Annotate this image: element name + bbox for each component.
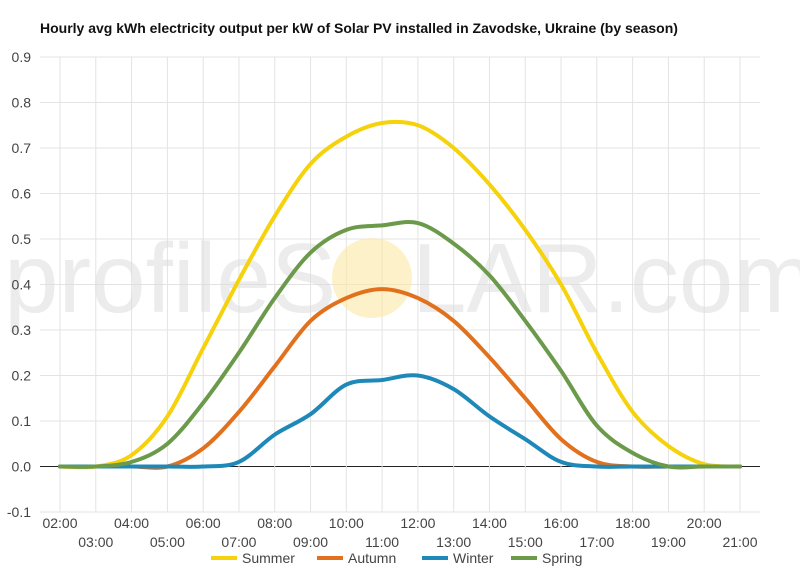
watermark-text-left: profileS — [4, 223, 336, 333]
x-tick-label: 05:00 — [150, 534, 185, 550]
x-tick-label: 04:00 — [114, 515, 149, 531]
x-tick-label: 15:00 — [508, 534, 543, 550]
legend-item-summer[interactable]: Summer — [211, 550, 295, 566]
y-tick-label: 0.6 — [12, 186, 32, 202]
series-line-spring — [58, 219, 742, 470]
y-axis-ticks: -0.1 0.0 0.1 0.2 0.3 0.4 0.5 0.6 0.7 0.8 0.9 — [7, 49, 31, 520]
y-tick-label: 0.2 — [12, 368, 32, 384]
legend-label: Winter — [453, 550, 494, 566]
x-tick-label: 11:00 — [365, 534, 399, 550]
y-tick-label: 0.4 — [12, 277, 32, 293]
series-line-winter — [58, 373, 742, 469]
x-tick-label: 16:00 — [544, 515, 579, 531]
x-tick-label: 14:00 — [472, 515, 507, 531]
x-tick-label: 08:00 — [257, 515, 292, 531]
watermark: profileS LAR.com — [4, 223, 800, 333]
chart-title: Hourly avg kWh electricity output per kW… — [40, 20, 678, 36]
y-tick-label: -0.1 — [7, 504, 31, 520]
series-line-summer — [58, 119, 742, 470]
y-tick-label: 0.1 — [12, 413, 32, 429]
x-tick-label: 13:00 — [436, 534, 471, 550]
watermark-text-right: LAR.com — [412, 223, 800, 333]
legend: Summer Autumn Winter Spring — [211, 550, 582, 566]
x-tick-label: 10:00 — [329, 515, 364, 531]
x-tick-label: 19:00 — [651, 534, 686, 550]
series-lines — [58, 119, 742, 470]
legend-label: Summer — [242, 550, 295, 566]
x-tick-label: 09:00 — [293, 534, 328, 550]
x-tick-label: 12:00 — [400, 515, 435, 531]
x-axis-ticks: 02:00 04:00 06:00 08:00 10:00 12:00 14:00 16:00… — [42, 515, 757, 550]
x-tick-label: 02:00 — [42, 515, 77, 531]
y-tick-label: 0.7 — [12, 140, 32, 156]
y-tick-label: 0.5 — [12, 231, 32, 247]
y-tick-label: 0.8 — [12, 95, 32, 111]
x-tick-label: 20:00 — [687, 515, 722, 531]
watermark-sun-icon — [332, 238, 412, 318]
legend-item-spring[interactable]: Spring — [511, 550, 582, 566]
x-tick-label: 17:00 — [579, 534, 614, 550]
x-tick-label: 21:00 — [722, 534, 757, 550]
legend-item-autumn[interactable]: Autumn — [317, 550, 396, 566]
legend-label: Spring — [542, 550, 582, 566]
y-tick-label: 0.9 — [12, 49, 32, 65]
y-tick-label: 0.0 — [12, 459, 32, 475]
y-tick-label: 0.3 — [12, 322, 32, 338]
x-tick-label: 07:00 — [221, 534, 256, 550]
x-tick-label: 18:00 — [615, 515, 650, 531]
legend-label: Autumn — [348, 550, 396, 566]
x-tick-label: 03:00 — [78, 534, 113, 550]
legend-item-winter[interactable]: Winter — [422, 550, 494, 566]
x-tick-label: 06:00 — [186, 515, 221, 531]
